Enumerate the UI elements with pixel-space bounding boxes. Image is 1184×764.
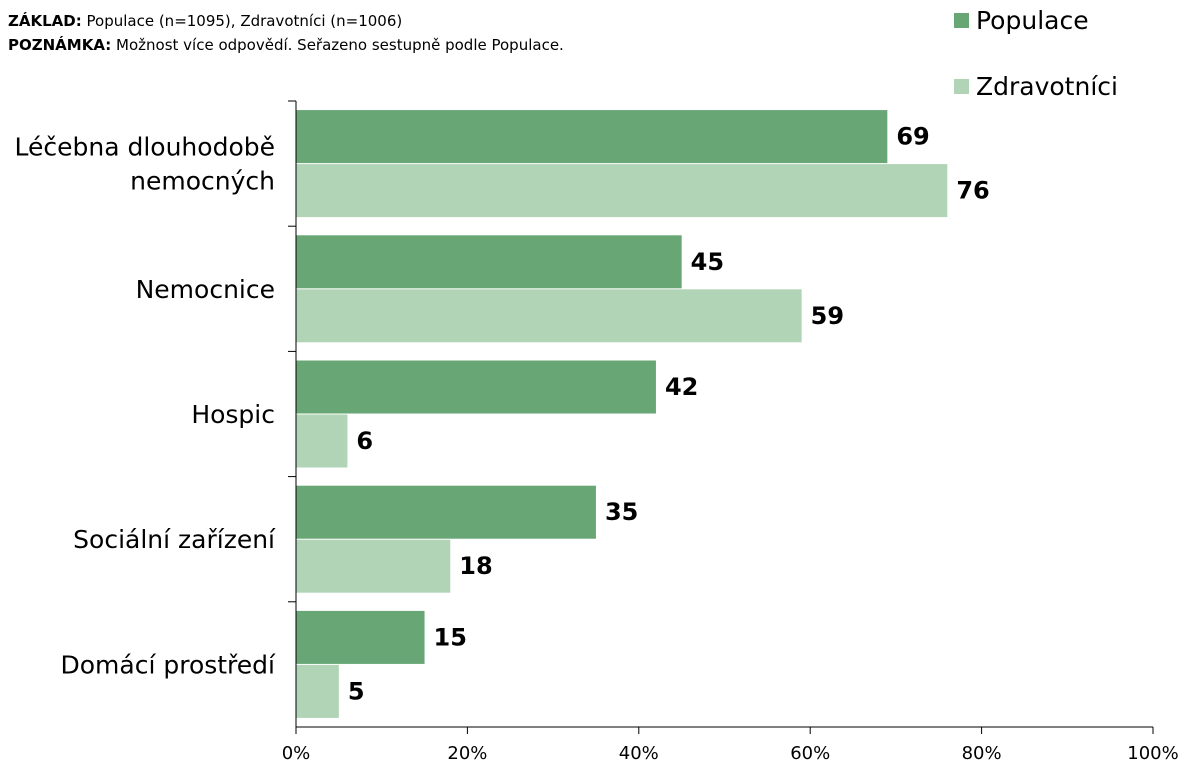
x-tick-label-2: 40% (619, 743, 659, 764)
value-label-populace-2: 42 (665, 373, 698, 401)
legend-item-zdravotnici: Zdravotníci (954, 72, 1118, 101)
remark-note-text: Možnost více odpovědí. Seřazeno sestupně… (116, 36, 564, 54)
bar-zdravotnici-2 (296, 414, 348, 468)
value-label-populace-4: 15 (434, 623, 467, 651)
bar-zdravotnici-0 (296, 164, 948, 218)
bar-populace-0 (296, 110, 888, 164)
x-tick-label-5: 100% (1127, 743, 1178, 764)
legend-label-zdravotnici: Zdravotníci (976, 72, 1118, 101)
legend-swatch-populace (954, 13, 969, 28)
legend-swatch-zdravotnici (954, 79, 969, 94)
category-label-0-line-1: nemocných (130, 167, 275, 196)
bar-populace-1 (296, 235, 682, 289)
category-label-0-line-0: Léčebna dlouhodobě (15, 133, 276, 162)
base-note: ZÁKLAD: Populace (n=1095), Zdravotníci (… (8, 11, 402, 31)
bar-zdravotnici-1 (296, 289, 802, 343)
bar-populace-2 (296, 360, 656, 414)
category-label-2: Hospic (191, 400, 275, 429)
bar-zdravotnici-4 (296, 664, 339, 718)
value-label-zdravotnici-3: 18 (459, 552, 492, 580)
x-tick-label-3: 60% (790, 743, 830, 764)
category-label-3: Sociální zařízení (73, 525, 276, 554)
value-label-populace-0: 69 (896, 123, 929, 151)
bar-populace-4 (296, 610, 425, 664)
remark-note-label: POZNÁMKA: (8, 36, 112, 54)
value-label-populace-3: 35 (605, 498, 638, 526)
remark-note: POZNÁMKA: Možnost více odpovědí. Seřazen… (8, 35, 564, 55)
bar-populace-3 (296, 485, 596, 539)
x-tick-label-1: 20% (447, 743, 487, 764)
value-label-zdravotnici-1: 59 (811, 302, 844, 330)
x-tick-label-4: 80% (962, 743, 1002, 764)
x-tick-label-0: 0% (282, 743, 311, 764)
base-note-text: Populace (n=1095), Zdravotníci (n=1006) (86, 12, 403, 30)
legend-item-populace: Populace (954, 6, 1089, 35)
category-label-1: Nemocnice (136, 275, 275, 304)
value-label-zdravotnici-0: 76 (956, 177, 989, 205)
category-label-4: Domácí prostředí (60, 650, 276, 679)
value-label-zdravotnici-2: 6 (356, 427, 373, 455)
value-label-populace-1: 45 (691, 248, 724, 276)
base-note-label: ZÁKLAD: (8, 12, 82, 30)
value-label-zdravotnici-4: 5 (348, 677, 365, 705)
legend-label-populace: Populace (976, 6, 1089, 35)
bar-zdravotnici-3 (296, 539, 451, 593)
